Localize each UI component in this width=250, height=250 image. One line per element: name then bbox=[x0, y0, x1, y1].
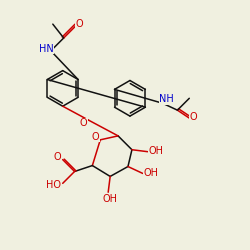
Text: O: O bbox=[80, 118, 87, 128]
Text: O: O bbox=[190, 112, 197, 122]
Text: O: O bbox=[92, 132, 99, 142]
Text: NH: NH bbox=[159, 94, 174, 104]
Text: HN: HN bbox=[38, 44, 53, 54]
Text: OH: OH bbox=[103, 194, 118, 204]
Text: HO: HO bbox=[46, 180, 61, 190]
Text: OH: OH bbox=[143, 168, 158, 178]
Text: O: O bbox=[54, 152, 62, 162]
Text: O: O bbox=[76, 19, 83, 29]
Text: OH: OH bbox=[148, 146, 163, 156]
